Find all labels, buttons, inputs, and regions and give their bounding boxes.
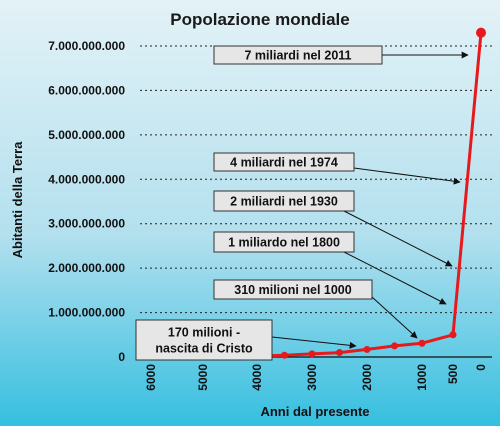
annotation-arrow [271, 336, 357, 349]
annotation: 310 milioni nel 1000 [213, 279, 418, 339]
data-point [449, 331, 457, 339]
annotation-box [213, 279, 373, 300]
annotation-box [135, 319, 273, 361]
y-tick-label: 3.000.000.000 [48, 217, 125, 231]
annotation-text: 310 milioni nel 1000 [234, 283, 351, 297]
data-point [363, 345, 371, 353]
x-axis-label: Anni dal presente [260, 404, 369, 419]
y-tick-label: 1.000.000.000 [48, 306, 125, 320]
annotation-text: 7 miliardi nel 2011 [244, 49, 351, 63]
annotation-text: 170 milioni - [168, 326, 240, 340]
x-tick-label: 500 [446, 364, 460, 384]
annotation-box [213, 231, 355, 253]
annotation-text: nascita di Cristo [155, 342, 253, 356]
annotation-box [213, 45, 383, 65]
x-tick-label: 4000 [250, 364, 264, 391]
data-point [476, 27, 486, 38]
y-axis-label: Abitanti della Terra [10, 141, 25, 259]
data-point [308, 350, 316, 358]
x-tick-label: 2000 [360, 364, 374, 391]
y-tick-label: 0 [118, 350, 125, 364]
annotation-text: 4 miliardi nel 1974 [230, 156, 338, 170]
data-point [281, 351, 288, 359]
annotation-text: 1 miliardo nel 1800 [228, 236, 340, 250]
x-tick-label: 3000 [305, 364, 319, 391]
data-point [418, 339, 426, 347]
data-point [336, 349, 343, 357]
data-point [391, 342, 398, 350]
annotation: 170 milioni - nascita di Cristo [135, 319, 357, 361]
annotation: 2 miliardi nel 1930 [213, 190, 453, 267]
annotation: 1 miliardo nel 1800 [213, 231, 447, 305]
annotations: 7 miliardi nel 2011 4 miliardi nel 1974 2 … [135, 45, 469, 361]
x-tick-label: 6000 [144, 364, 158, 391]
y-tick-label: 2.000.000.000 [48, 261, 125, 275]
annotation: 4 miliardi nel 1974 [213, 152, 461, 185]
annotation-arrow [353, 167, 461, 185]
x-tick-label: 5000 [196, 364, 210, 391]
annotation-arrow [343, 251, 447, 305]
x-tick-label: 0 [474, 364, 488, 371]
annotation-arrow [371, 296, 418, 339]
y-tick-label: 7.000.000.000 [48, 39, 125, 53]
annotation-text: 2 miliardi nel 1930 [230, 195, 338, 209]
y-tick-label: 5.000.000.000 [48, 128, 125, 142]
annotation: 7 miliardi nel 2011 [213, 45, 469, 65]
y-tick-labels: 0 1.000.000.000 2.000.000.000 3.000.000.000… [48, 39, 125, 364]
annotation-box [213, 190, 355, 212]
chart-title: Popolazione mondiale [170, 10, 349, 29]
y-tick-label: 6.000.000.000 [48, 83, 125, 97]
x-tick-label: 1000 [415, 364, 429, 391]
y-tick-label: 4.000.000.000 [48, 172, 125, 186]
x-tick-labels: 6000 5000 4000 3000 2000 1000 500 0 [144, 364, 488, 391]
annotation-arrow [343, 210, 453, 267]
annotation-box [213, 152, 355, 172]
